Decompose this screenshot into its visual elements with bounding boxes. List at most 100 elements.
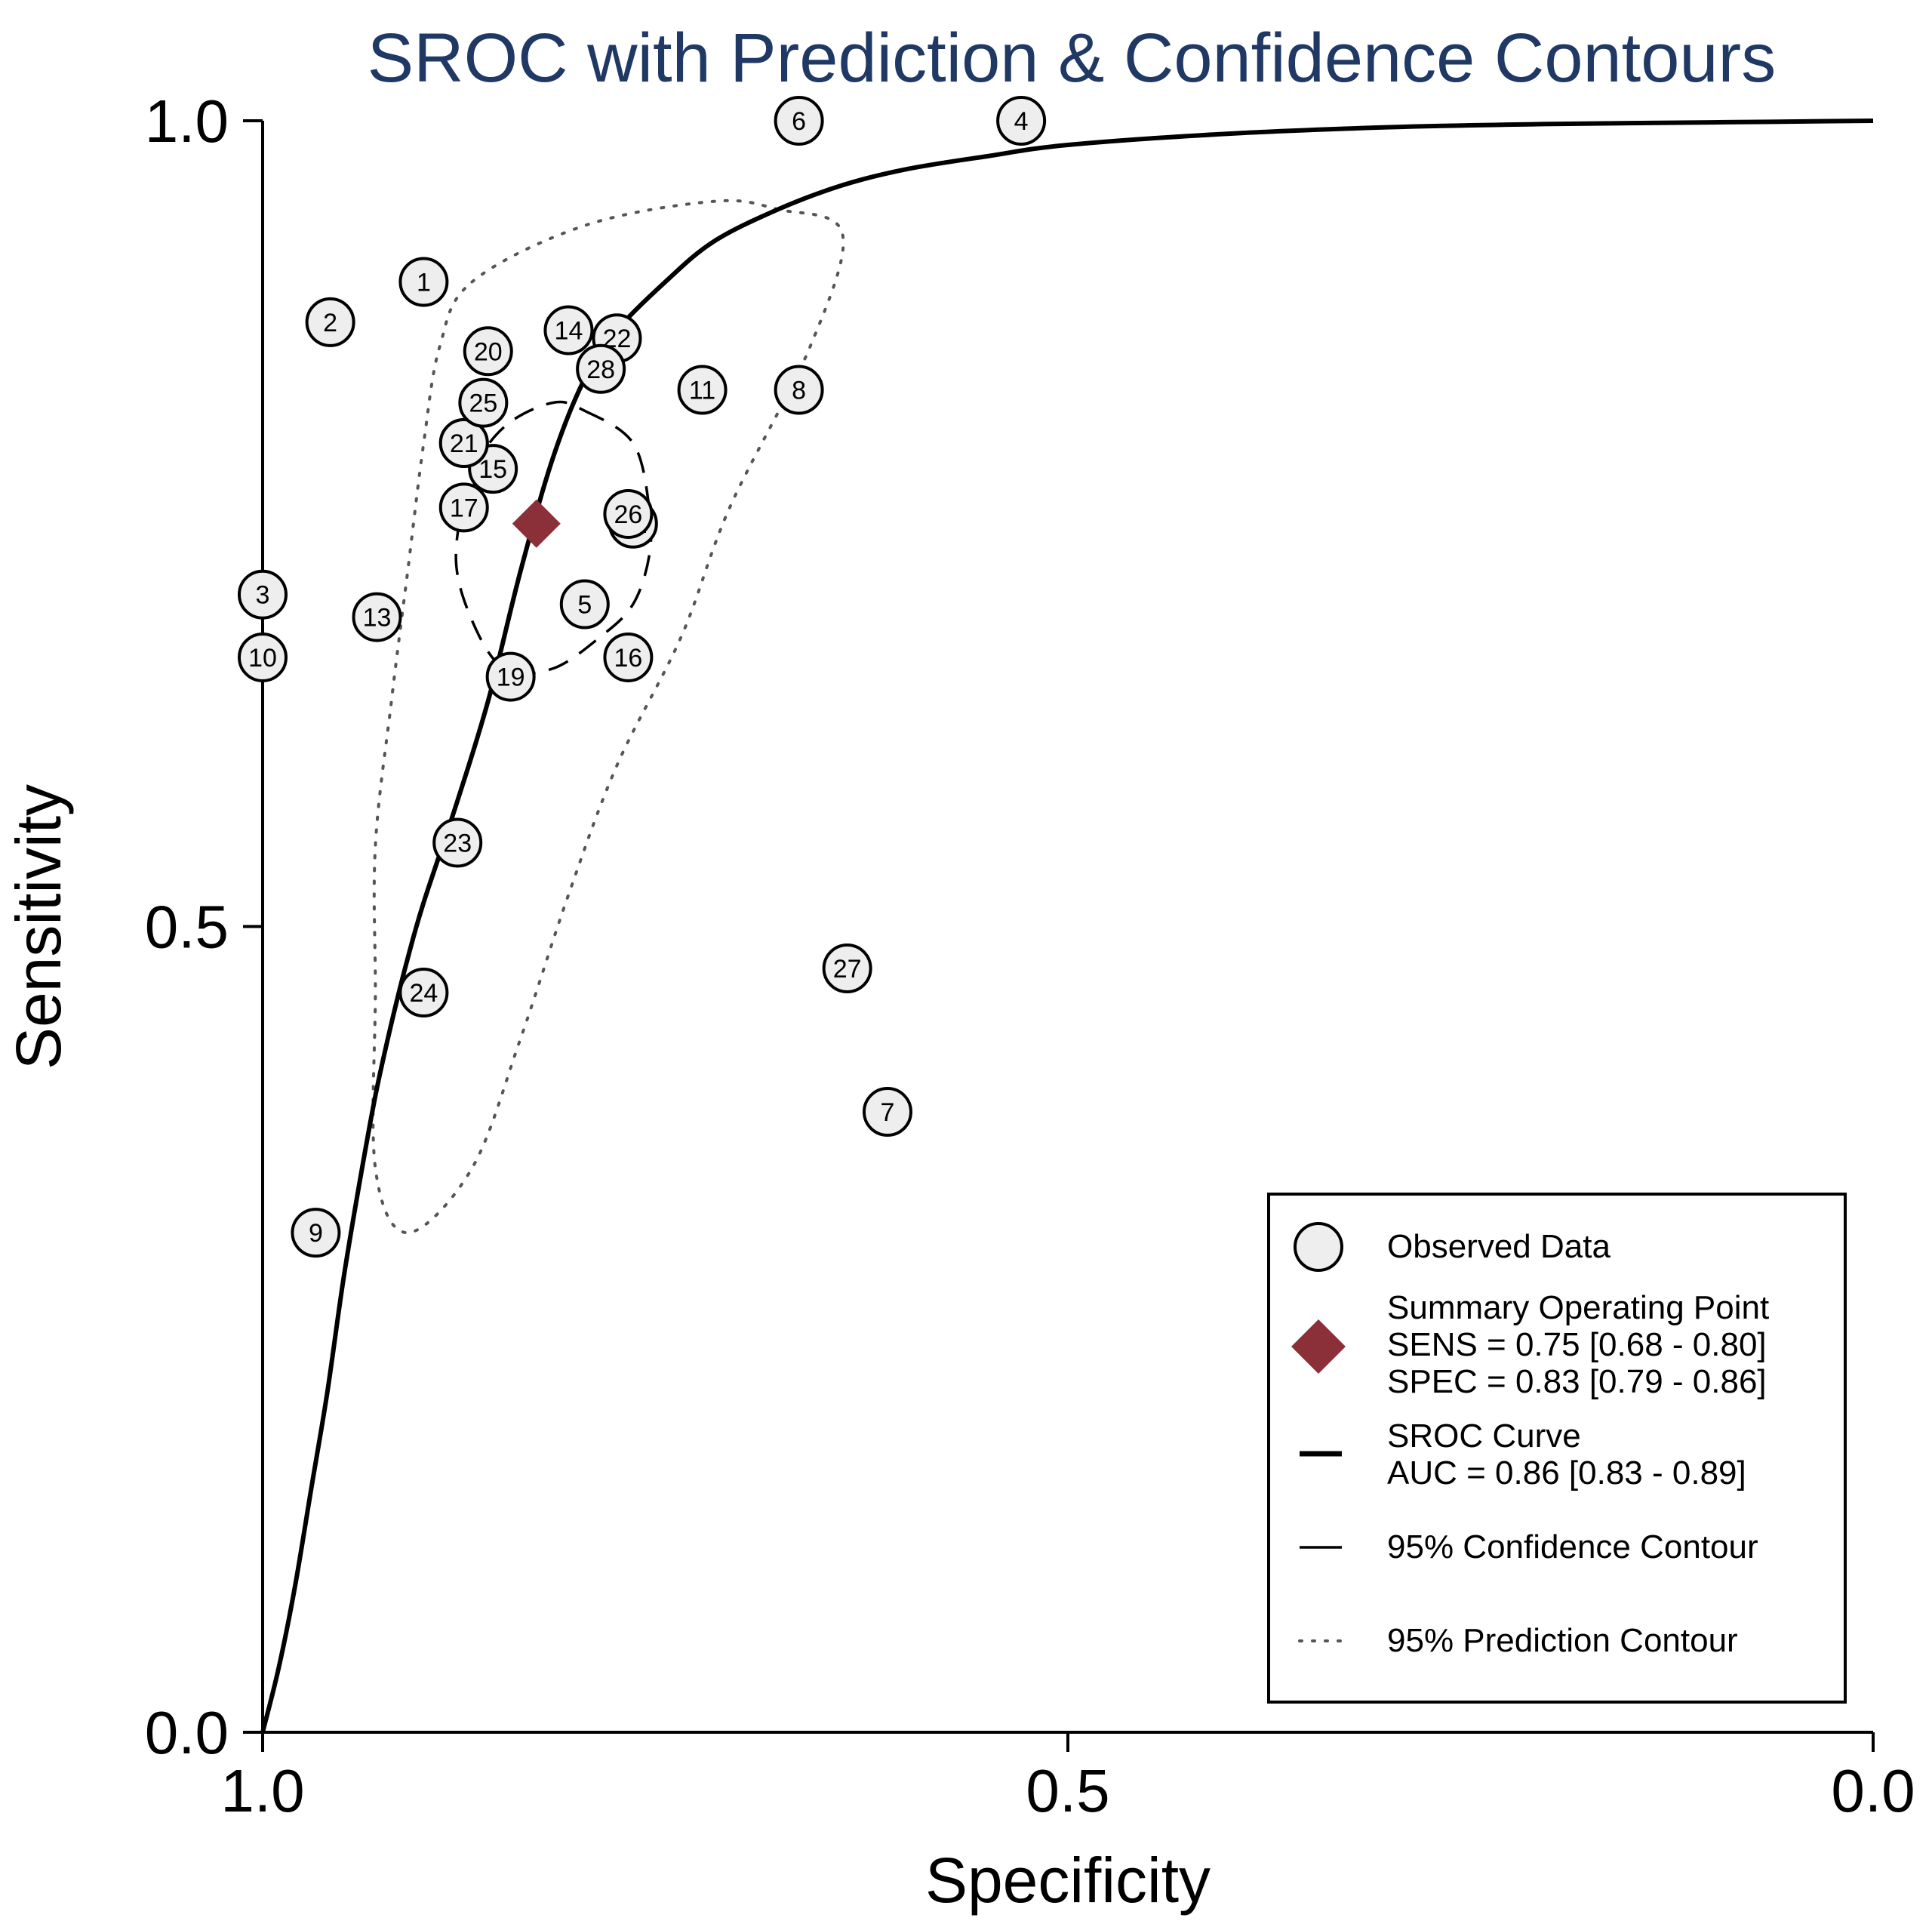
observed-point-marker xyxy=(438,418,489,468)
observed-point-3: 3 xyxy=(238,569,288,620)
observed-point-4: 4 xyxy=(996,96,1047,146)
observed-point-label: 15 xyxy=(478,455,507,484)
observed-point-13: 13 xyxy=(352,592,402,642)
observed-point-marker xyxy=(576,343,626,394)
observed-point-21: 21 xyxy=(438,418,489,468)
observed-point-label: 9 xyxy=(309,1219,323,1248)
legend-curve-title: SROC Curve xyxy=(1387,1418,1581,1454)
legend: Observed Data Summary Operating Point SE… xyxy=(1267,1193,1847,1704)
observed-point-label: 27 xyxy=(833,955,862,984)
observed-point-label: 26 xyxy=(614,500,643,529)
observed-point-label: 7 xyxy=(881,1098,895,1127)
observed-point-10: 10 xyxy=(238,632,288,682)
observed-point-label: 2 xyxy=(323,309,337,337)
observed-point-label: 25 xyxy=(469,389,497,418)
observed-point-26: 26 xyxy=(603,488,654,539)
observed-point-9: 9 xyxy=(291,1208,341,1258)
legend-observed-label: Observed Data xyxy=(1387,1228,1611,1265)
observed-point-27: 27 xyxy=(822,943,872,994)
observed-point-label: 4 xyxy=(1014,107,1029,136)
observed-point-marker xyxy=(398,257,449,307)
observed-point-marker xyxy=(774,96,824,146)
observed-point-marker xyxy=(238,569,288,620)
legend-summary-title: Summary Operating Point xyxy=(1387,1289,1769,1326)
observed-point-marker xyxy=(305,297,355,347)
observed-point-marker xyxy=(398,968,449,1018)
observed-point-marker xyxy=(822,943,872,994)
observed-point-8: 8 xyxy=(774,365,824,415)
observed-point-marker xyxy=(677,365,728,415)
legend-summary-spec: SPEC = 0.83 [0.79 - 0.86] xyxy=(1387,1363,1767,1400)
observed-point-label: 3 xyxy=(256,581,270,610)
observed-point-label: 10 xyxy=(248,644,277,673)
observed-point-25: 25 xyxy=(458,377,509,428)
observed-point-label: 6 xyxy=(792,107,806,136)
observed-point-label: 16 xyxy=(614,644,643,673)
legend-curve-auc: AUC = 0.86 [0.83 - 0.89] xyxy=(1387,1454,1746,1491)
observed-point-label: 21 xyxy=(450,429,478,458)
observed-point-17: 17 xyxy=(438,482,489,533)
observed-point-marker xyxy=(603,488,654,539)
sroc-curve xyxy=(260,119,1874,1733)
legend-summary-sens: SENS = 0.75 [0.68 - 0.80] xyxy=(1387,1326,1767,1363)
observed-points: 1234567891011121314151617181920212223242… xyxy=(238,96,1047,1258)
observed-point-16: 16 xyxy=(603,632,654,682)
observed-point-marker xyxy=(463,326,513,377)
observed-point-label: 24 xyxy=(409,979,438,1008)
prediction-contour xyxy=(371,199,845,1235)
observed-point-7: 7 xyxy=(862,1087,912,1137)
observed-point-marker xyxy=(996,96,1047,146)
observed-point-label: 23 xyxy=(443,829,472,857)
observed-point-20: 20 xyxy=(463,326,513,377)
observed-point-23: 23 xyxy=(432,817,483,868)
y-tick-label: 0.0 xyxy=(145,1699,229,1766)
observed-point-marker xyxy=(352,592,402,642)
observed-point-14: 14 xyxy=(543,305,594,356)
observed-point-marker xyxy=(862,1087,912,1137)
observed-point-marker xyxy=(432,817,483,868)
legend-box xyxy=(1267,1193,1847,1704)
x-axis-title: Specificity xyxy=(925,1845,1211,1916)
x-tick-label: 1.0 xyxy=(220,1757,304,1824)
summary-operating-point xyxy=(512,499,561,548)
chart-title: SROC with Prediction & Confidence Contou… xyxy=(368,20,1776,97)
legend-confidence-label: 95% Confidence Contour xyxy=(1387,1528,1758,1565)
observed-point-19: 19 xyxy=(485,651,536,702)
observed-point-6: 6 xyxy=(774,96,824,146)
observed-point-label: 14 xyxy=(555,317,583,346)
x-tick-label: 0.5 xyxy=(1026,1757,1109,1824)
observed-point-marker xyxy=(485,651,536,702)
observed-point-5: 5 xyxy=(559,579,610,630)
observed-point-label: 17 xyxy=(450,494,478,522)
legend-observed-marker xyxy=(1294,1222,1343,1272)
observed-point-label: 20 xyxy=(474,337,503,366)
observed-point-1: 1 xyxy=(398,257,449,307)
observed-point-label: 1 xyxy=(417,269,431,297)
observed-point-label: 28 xyxy=(586,356,615,384)
observed-point-label: 5 xyxy=(577,591,592,620)
observed-point-marker xyxy=(603,632,654,682)
observed-point-label: 13 xyxy=(363,604,392,633)
x-tick-label: 0.0 xyxy=(1831,1757,1915,1824)
observed-point-24: 24 xyxy=(398,968,449,1018)
y-axis-title: Sensitivity xyxy=(3,784,74,1070)
legend-summary-marker xyxy=(1291,1319,1346,1374)
observed-point-marker xyxy=(238,632,288,682)
observed-point-28: 28 xyxy=(576,343,626,394)
observed-point-label: 8 xyxy=(792,377,806,405)
observed-point-marker xyxy=(458,377,509,428)
y-tick-label: 0.5 xyxy=(145,894,229,961)
observed-point-marker xyxy=(543,305,594,356)
observed-point-label: 19 xyxy=(497,663,525,692)
legend-prediction-label: 95% Prediction Contour xyxy=(1387,1622,1738,1659)
observed-point-marker xyxy=(291,1208,341,1258)
axis-ticks: 1.0 0.5 0.0 0.0 0.5 1.0 xyxy=(145,88,1915,1824)
observed-point-label: 11 xyxy=(689,377,715,405)
observed-point-marker xyxy=(774,365,824,415)
y-tick-label: 1.0 xyxy=(145,88,229,155)
observed-point-marker xyxy=(438,482,489,533)
observed-point-marker xyxy=(559,579,610,630)
observed-point-11: 11 xyxy=(677,365,728,415)
observed-point-2: 2 xyxy=(305,297,355,347)
